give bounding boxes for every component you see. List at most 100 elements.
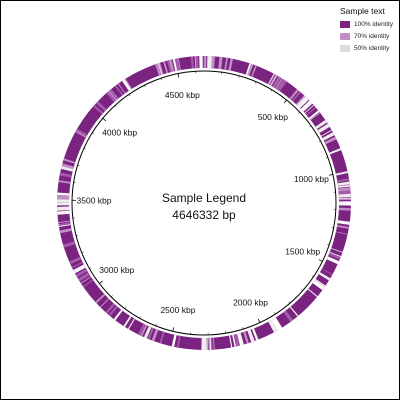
identity-segment (322, 132, 335, 141)
minor-tick-mark (114, 105, 117, 108)
identity-segment (338, 190, 351, 195)
legend-label-70: 70% identity (353, 33, 390, 40)
tick-mark (328, 173, 333, 176)
identity-segment (57, 206, 70, 210)
identity-segment (307, 288, 318, 298)
identity-segment (338, 197, 351, 199)
minor-tick-mark (155, 323, 157, 326)
identity-segment (337, 178, 350, 183)
minor-tick-mark (255, 81, 257, 84)
identity-segment (273, 318, 281, 330)
identity-segment (204, 56, 207, 69)
tick-mark (172, 327, 175, 332)
identity-segment (207, 56, 212, 69)
identity-segment (75, 128, 88, 138)
identity-segment (234, 333, 241, 347)
legend-label-50: 50% identity (353, 45, 390, 52)
identity-segment (201, 337, 206, 350)
tick-label: 500 kbp (258, 112, 289, 122)
tick-label: 3500 kbp (77, 196, 112, 206)
backbone-circle (71, 70, 337, 336)
minor-tick-mark (139, 316, 141, 319)
identity-segment (117, 83, 126, 94)
identity-segment (272, 76, 280, 88)
identity-segment (337, 220, 350, 225)
minor-tick-mark (300, 289, 303, 292)
identity-segment (278, 80, 287, 92)
identity-segment (143, 326, 152, 339)
minor-tick-mark (327, 243, 330, 246)
identity-segment (224, 57, 228, 70)
tick-label: 2000 kbp (233, 298, 268, 308)
identity-segment (108, 305, 118, 317)
identity-segment (113, 309, 123, 321)
tick-label: 4500 kbp (165, 90, 200, 100)
identity-segment (213, 337, 215, 350)
identity-segment (190, 56, 194, 69)
identity-segment (57, 195, 70, 197)
identity-segment (337, 184, 351, 188)
identity-segment (176, 335, 181, 348)
identity-segment (232, 334, 237, 347)
identity-segment (289, 89, 299, 100)
identity-segment (315, 119, 327, 130)
identity-segment (283, 310, 294, 322)
identity-segment (151, 329, 159, 342)
identity-segment (324, 136, 337, 145)
legend-item-70: 70% identity (339, 31, 393, 42)
identity-segment (338, 202, 351, 205)
identity-segment (247, 329, 255, 343)
tick-mark (318, 259, 323, 262)
identity-segment (304, 104, 315, 114)
identity-segment (122, 79, 132, 91)
identity-segment (106, 91, 116, 103)
minor-tick-mark (160, 78, 162, 81)
identity-segment (211, 56, 215, 69)
identity-segment (93, 104, 104, 115)
identity-segment (335, 231, 348, 235)
minor-tick-mark (325, 157, 328, 159)
identity-segment (308, 110, 320, 120)
tick-mark (257, 318, 261, 323)
identity-segment (302, 102, 313, 112)
legend-item-50: 50% identity (339, 43, 393, 54)
minor-tick-mark (83, 148, 86, 150)
identity-segment (147, 327, 154, 340)
identity-segment (202, 56, 204, 69)
identity-segment (336, 225, 350, 229)
tick-mark (283, 99, 287, 104)
identity-segment (159, 331, 165, 344)
identity-segment (78, 272, 90, 282)
identity-segment (58, 222, 71, 227)
tick-label: 2500 kbp (160, 305, 195, 315)
identity-segment (251, 65, 257, 78)
tick-labels: 500 kbp 1000 kbp 1500 kbp 2000 kbp 2500 kbp 3… (77, 90, 330, 315)
identity-segment (63, 158, 76, 164)
minor-tick-mark (309, 125, 312, 128)
identity-segment (114, 85, 124, 96)
identity-segment (158, 62, 163, 75)
identity-segment (109, 89, 119, 100)
identity-segment (204, 337, 207, 350)
identity-segment (96, 101, 107, 112)
identity-segment (247, 63, 253, 76)
tick-label: 1500 kbp (285, 247, 320, 257)
minor-tick-mark (81, 251, 84, 253)
identity-segment (99, 298, 110, 308)
identity-segment (127, 318, 135, 330)
identity-segment (155, 63, 162, 76)
identity-segment (271, 318, 280, 331)
identity-segment (58, 180, 71, 184)
identity-segment (71, 261, 83, 269)
identity-segment (57, 210, 70, 214)
identity-segment (174, 58, 181, 71)
identity-segment (80, 276, 92, 284)
identity-segment (75, 268, 88, 278)
identity-segment (314, 278, 326, 287)
identity-segment (57, 199, 70, 203)
tick-mark (99, 280, 103, 284)
genome-length-label: 4646332 bp (172, 208, 236, 222)
legend: Sample text 100% identity 70% identity 5… (339, 6, 393, 55)
identity-segment (75, 130, 87, 138)
legend-item-100: 100% identity (339, 19, 393, 30)
